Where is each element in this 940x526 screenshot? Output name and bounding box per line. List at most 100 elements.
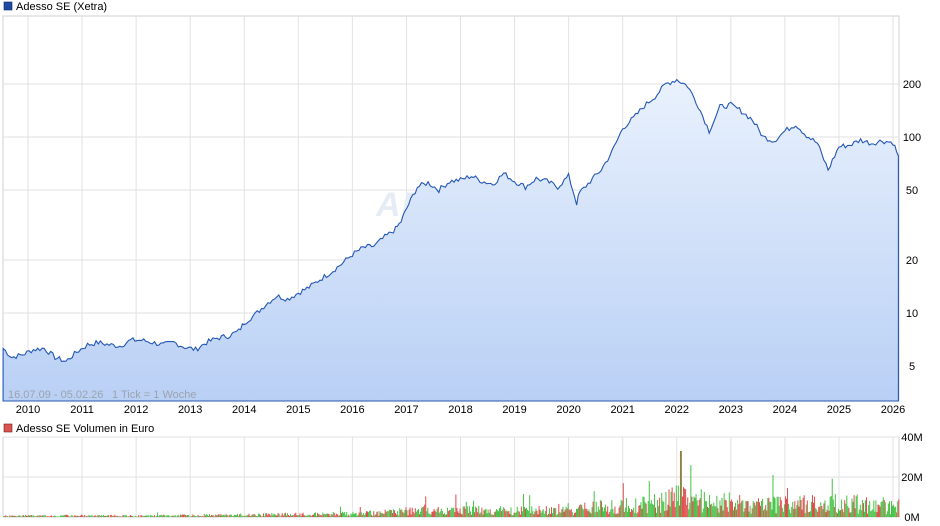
volume-bar [717, 508, 719, 517]
volume-bar [699, 498, 701, 517]
volume-bar [269, 514, 271, 517]
volume-bar [321, 515, 323, 517]
price-y-tick-label: 100 [903, 132, 921, 144]
volume-bar [635, 498, 637, 517]
volume-bar [299, 513, 301, 517]
volume-bar [755, 501, 757, 517]
volume-bar [174, 514, 176, 517]
volume-bar [710, 504, 712, 517]
volume-bar [286, 513, 288, 517]
volume-bar [774, 498, 776, 517]
volume-bar [712, 506, 714, 517]
volume-bar [194, 515, 196, 517]
volume-bar [782, 511, 784, 517]
volume-bar [720, 505, 722, 517]
volume-bar [342, 511, 344, 517]
volume-bar [664, 510, 666, 517]
volume-bar [41, 515, 43, 517]
volume-bar [193, 515, 195, 517]
volume-bar [22, 515, 24, 517]
volume-bar [188, 514, 190, 517]
volume-bar [653, 494, 655, 517]
volume-bar [724, 499, 726, 517]
volume-bar [606, 511, 608, 517]
volume-bar [765, 505, 767, 517]
volume-bar [875, 500, 877, 517]
volume-bar [55, 516, 57, 517]
volume-bar [140, 515, 142, 517]
volume-bar [367, 511, 369, 517]
volume-bar [480, 512, 482, 517]
volume-bar [718, 512, 720, 517]
volume-bar [494, 511, 496, 517]
volume-bar [435, 511, 437, 517]
volume-bar [781, 507, 783, 517]
volume-bar [272, 515, 274, 517]
volume-bar [412, 511, 414, 517]
volume-bar [885, 514, 887, 517]
volume-bar [747, 501, 749, 517]
volume-bar [436, 508, 438, 517]
volume-bar [303, 515, 305, 517]
price-area [2, 78, 899, 402]
volume-bar [30, 515, 32, 517]
volume-bar [391, 513, 393, 517]
volume-bar [756, 501, 758, 517]
volume-bar [748, 511, 750, 517]
volume-bar [548, 508, 550, 517]
volume-bar [172, 515, 174, 517]
volume-bar [422, 507, 424, 517]
volume-bar [685, 489, 687, 517]
volume-bar [292, 515, 294, 517]
volume-bar [843, 512, 845, 517]
volume-bar [121, 516, 123, 517]
volume-bar [387, 511, 389, 517]
volume-bar [844, 500, 846, 517]
volume-bar [727, 511, 729, 517]
volume-bar [617, 513, 619, 517]
volume-bar [95, 516, 97, 517]
volume-bar [300, 516, 302, 517]
volume-bar [341, 513, 343, 517]
volume-bar [886, 511, 888, 517]
volume-bar [848, 508, 850, 517]
volume-bar [10, 516, 12, 517]
volume-bar [394, 510, 396, 517]
volume-bar [483, 510, 485, 517]
volume-bar [296, 515, 298, 517]
volume-bar [613, 513, 615, 517]
volume-bar [161, 514, 163, 517]
volume-bar [742, 500, 744, 517]
volume-bar [199, 516, 201, 517]
volume-bar [73, 515, 75, 517]
x-tick-label: 2023 [719, 404, 743, 416]
price-legend-swatch [3, 1, 13, 11]
volume-bar [123, 515, 125, 517]
volume-bar [192, 514, 194, 517]
volume-bar [383, 513, 385, 517]
volume-bar [512, 515, 514, 517]
volume-bar [186, 515, 188, 517]
volume-bar [858, 509, 860, 517]
volume-bar [33, 515, 35, 517]
volume-bar [807, 512, 809, 517]
volume-bar [293, 515, 295, 517]
volume-bar [275, 515, 277, 517]
volume-bar [569, 510, 571, 517]
x-tick-label: 2013 [178, 404, 202, 416]
volume-bar [832, 499, 834, 517]
volume-bar [871, 510, 873, 517]
volume-bar [4, 516, 6, 517]
volume-bar [210, 515, 212, 517]
volume-bar [863, 511, 865, 517]
volume-bar [163, 514, 165, 517]
volume-bar [171, 515, 173, 517]
volume-bar [389, 510, 391, 517]
volume-bar [804, 513, 806, 517]
volume-bar [336, 514, 338, 517]
volume-bar [84, 515, 86, 517]
volume-bar [430, 514, 432, 517]
volume-bar [535, 508, 537, 517]
volume-bar [168, 515, 170, 517]
volume-bar [398, 515, 400, 517]
